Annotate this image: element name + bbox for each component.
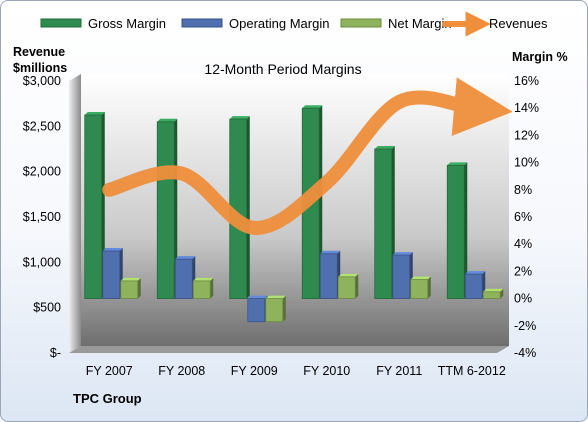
bar-net-margin <box>337 276 356 299</box>
bar-side-net-margin <box>355 273 359 299</box>
bar-top-operating-margin <box>320 250 341 254</box>
bar-operating-margin <box>392 254 411 300</box>
left-tick-label: $- <box>50 346 61 360</box>
right-tick-label: 4% <box>514 237 532 251</box>
bar-net-margin <box>410 279 429 299</box>
right-tick-label: 10% <box>514 156 539 170</box>
bar-top-gross-margin <box>157 118 178 122</box>
bar-operating-margin <box>464 273 483 299</box>
bar-side-gross-margin <box>464 162 468 299</box>
bar-top-net-margin <box>338 273 359 277</box>
bar-top-gross-margin <box>229 116 250 120</box>
bar-net-margin <box>265 298 284 323</box>
right-axis-title: Margin % <box>512 50 568 64</box>
plot-floor <box>69 346 509 353</box>
bar-side-net-margin <box>282 295 286 322</box>
left-tick-label: $3,000 <box>23 74 61 88</box>
legend-label-operating-margin: Operating Margin <box>229 16 329 31</box>
revenue-line-layer <box>102 77 513 235</box>
bar-top-operating-margin <box>392 252 413 256</box>
bar-side-net-margin <box>500 288 504 299</box>
right-tick-label: -2% <box>514 319 536 333</box>
bar-side-net-margin <box>137 277 141 299</box>
bar-operating-margin <box>247 298 266 323</box>
right-tick-label: 14% <box>514 101 539 115</box>
bar-top-gross-margin <box>84 112 105 115</box>
category-label: TTM 6-2012 <box>438 364 506 378</box>
bar-side-gross-margin <box>319 105 323 299</box>
bar-top-operating-margin <box>102 248 123 251</box>
bar-top-gross-margin <box>302 105 323 109</box>
category-label: FY 2007 <box>86 364 133 378</box>
left-axis-title-line1: Revenue <box>13 45 65 59</box>
bar-top-net-margin <box>265 295 286 299</box>
legend: Gross Margin Operating Margin Net Margin… <box>40 11 548 37</box>
left-tick-label: $500 <box>33 301 61 315</box>
bar-top-operating-margin <box>465 271 486 275</box>
right-tick-label: 0% <box>514 292 532 306</box>
plot-side-wall <box>69 74 81 353</box>
bar-side-net-margin <box>427 276 431 299</box>
category-label: FY 2008 <box>158 364 205 378</box>
bar-gross-margin <box>374 148 393 300</box>
right-tick-label: 12% <box>514 128 539 142</box>
legend-swatch-gross-margin <box>40 18 82 28</box>
bar-operating-margin <box>174 258 193 300</box>
right-tick-label: -4% <box>514 346 536 360</box>
right-tick-label: 8% <box>514 183 532 197</box>
right-tick-label: 16% <box>514 74 539 88</box>
bar-net-margin <box>120 280 139 300</box>
legend-swatch-operating-margin <box>181 18 223 28</box>
left-tick-label: $2,000 <box>23 165 61 179</box>
right-tick-label: 6% <box>514 210 532 224</box>
bar-gross-margin <box>446 164 465 300</box>
bar-net-margin <box>482 291 501 299</box>
bar-top-operating-margin <box>175 256 196 260</box>
bar-top-net-margin <box>483 288 504 292</box>
bar-operating-margin <box>102 250 121 299</box>
category-labels: FY 2007 FY 2008 FY 2009 FY 2010 FY 2011 TTM 6… <box>86 364 506 378</box>
company-label: TPC Group <box>73 391 142 406</box>
legend-label-gross-margin: Gross Margin <box>88 16 166 31</box>
bar-net-margin <box>192 280 211 300</box>
bar-top-gross-margin <box>374 146 395 149</box>
bar-side-gross-margin <box>174 118 178 299</box>
left-tick-label: $1,500 <box>23 210 61 224</box>
bar-gross-margin <box>156 121 175 300</box>
bar-gross-margin <box>84 114 103 300</box>
bar-operating-margin <box>319 253 338 300</box>
left-axis-title-line2: $millions <box>13 61 67 75</box>
right-tick-label: 2% <box>514 264 532 278</box>
bar-top-net-margin <box>410 276 431 280</box>
bar-top-net-margin <box>120 277 141 281</box>
chart-title: 12-Month Period Margins <box>204 61 361 77</box>
bar-top-net-margin <box>193 277 214 281</box>
bar-top-operating-margin <box>247 295 268 299</box>
left-tick-label: $2,500 <box>23 119 61 133</box>
left-tick-label: $1,000 <box>23 255 61 269</box>
category-label: FY 2011 <box>376 364 422 378</box>
legend-label-revenues: Revenues <box>489 16 548 31</box>
left-axis-ticks: $3,000 $2,500 $2,000 $1,500 $1,000 $500 $- <box>23 74 61 360</box>
legend-label-net-margin: Net Margin <box>388 16 452 31</box>
bar-side-net-margin <box>210 277 214 299</box>
legend-swatch-net-margin <box>340 18 382 28</box>
bar-top-gross-margin <box>447 162 468 166</box>
right-axis-ticks: 16% 14% 12% 10% 8% 6% 4% 2% 0% -2% -4% <box>514 74 539 360</box>
category-label: FY 2009 <box>231 364 278 378</box>
category-label: FY 2010 <box>303 364 350 378</box>
bar-side-gross-margin <box>246 116 250 299</box>
